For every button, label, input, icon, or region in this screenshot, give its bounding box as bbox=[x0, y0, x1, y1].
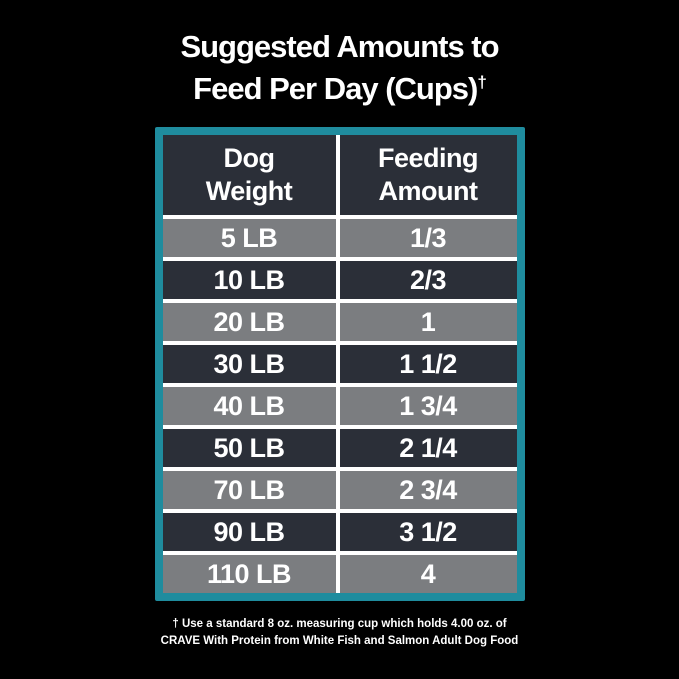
table-header-row: Dog Weight Feeding Amount bbox=[162, 135, 517, 215]
amount-cell: 1 3/4 bbox=[335, 387, 517, 425]
table-row-40lb: 40 LB 1 3/4 bbox=[162, 383, 517, 425]
table-row-30lb: 30 LB 1 1/2 bbox=[162, 341, 517, 383]
table-row-90lb: 90 LB 3 1/2 bbox=[162, 509, 517, 551]
header-dog-weight-line-2: Weight bbox=[205, 176, 293, 206]
table-row-50lb: 50 LB 2 1/4 bbox=[162, 425, 517, 467]
footnote-line-2: CRAVE With Protein from White Fish and S… bbox=[160, 635, 519, 647]
amount-cell: 2 3/4 bbox=[335, 471, 517, 509]
amount-cell: 1 1/2 bbox=[335, 345, 517, 383]
header-dog-weight-line-1: Dog bbox=[223, 143, 275, 173]
amount-cell: 3 1/2 bbox=[335, 513, 517, 551]
amount-cell: 2 1/4 bbox=[335, 429, 517, 467]
weight-cell: 70 LB bbox=[162, 471, 336, 509]
weight-cell: 20 LB bbox=[162, 303, 336, 341]
feeding-amounts-table: Dog Weight Feeding Amount 5 LB 1/3 10 LB… bbox=[154, 127, 525, 601]
amount-cell: 2/3 bbox=[335, 261, 517, 299]
title-line-2: Feed Per Day (Cups)† bbox=[180, 68, 498, 110]
weight-cell: 30 LB bbox=[162, 345, 336, 383]
header-feeding-amount: Feeding Amount bbox=[335, 135, 517, 215]
table-row-10lb: 10 LB 2/3 bbox=[162, 257, 517, 299]
header-feeding-amount-line-1: Feeding bbox=[377, 143, 479, 173]
weight-cell: 5 LB bbox=[162, 219, 336, 257]
page-title: Suggested Amounts to Feed Per Day (Cups)… bbox=[180, 26, 499, 110]
dagger-symbol: † bbox=[477, 72, 487, 92]
header-dog-weight: Dog Weight bbox=[162, 135, 336, 215]
amount-cell: 1/3 bbox=[335, 219, 517, 257]
table-row-20lb: 20 LB 1 bbox=[162, 299, 517, 341]
table-row-110lb: 110 LB 4 bbox=[162, 551, 517, 593]
footnote: † Use a standard 8 oz. measuring cup whi… bbox=[161, 616, 519, 650]
amount-cell: 4 bbox=[335, 555, 517, 593]
table-row-5lb: 5 LB 1/3 bbox=[162, 215, 517, 257]
weight-cell: 10 LB bbox=[162, 261, 336, 299]
title-line-2-text: Feed Per Day (Cups) bbox=[193, 71, 478, 106]
header-feeding-amount-line-2: Amount bbox=[378, 176, 478, 206]
weight-cell: 110 LB bbox=[162, 555, 336, 593]
table-row-70lb: 70 LB 2 3/4 bbox=[162, 467, 517, 509]
footnote-line-1: † Use a standard 8 oz. measuring cup whi… bbox=[172, 618, 507, 630]
amount-cell: 1 bbox=[335, 303, 517, 341]
weight-cell: 90 LB bbox=[162, 513, 336, 551]
title-line-1: Suggested Amounts to bbox=[180, 29, 499, 64]
weight-cell: 50 LB bbox=[162, 429, 336, 467]
weight-cell: 40 LB bbox=[162, 387, 336, 425]
